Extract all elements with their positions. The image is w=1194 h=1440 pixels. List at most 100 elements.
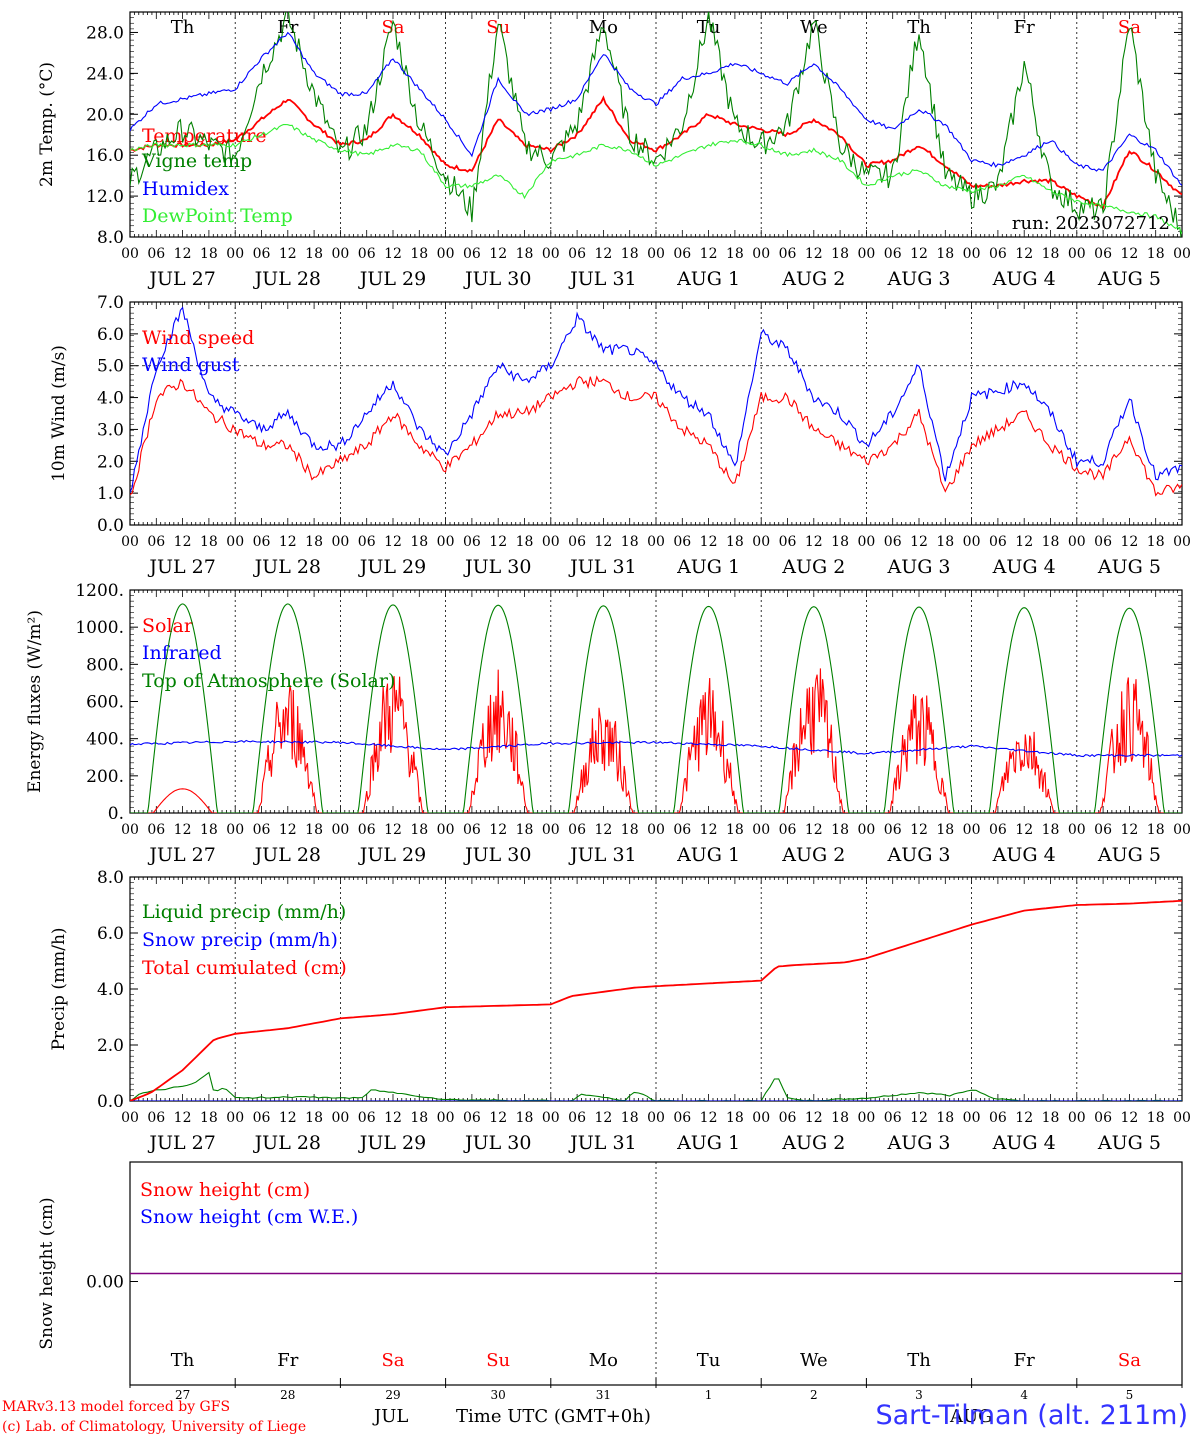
hour-tick-label: 12 [279, 246, 297, 262]
y-tick-label: 400. [86, 730, 124, 750]
hour-tick-label: 12 [594, 534, 612, 550]
series-line-temperature [130, 95, 1182, 210]
day-number-label: 3 [915, 1388, 923, 1400]
hour-tick-label: 00 [1068, 246, 1086, 262]
hour-tick-label: 18 [831, 246, 849, 262]
hour-tick-label: 06 [1094, 822, 1112, 838]
hour-tick-label: 00 [647, 822, 665, 838]
hour-tick-label: 18 [726, 822, 744, 838]
hour-tick-label: 00 [857, 822, 875, 838]
date-label: AUG 5 [1097, 844, 1161, 866]
hour-tick-label: 06 [673, 1110, 691, 1126]
hour-tick-label: 06 [253, 246, 271, 262]
hour-tick-label: 06 [147, 822, 165, 838]
hour-tick-label: 00 [963, 1110, 981, 1126]
hour-tick-label: 12 [700, 1110, 718, 1126]
hour-tick-label: 06 [463, 534, 481, 550]
day-number-label: 30 [491, 1388, 506, 1400]
day-number-label: 27 [175, 1388, 190, 1400]
date-label: AUG 4 [992, 844, 1056, 866]
y-tick-label: 1.0 [97, 484, 124, 504]
series-line-infrared [130, 739, 1182, 758]
legend-infrared: Infrared [142, 642, 222, 664]
hour-tick-label: 18 [516, 534, 534, 550]
hour-tick-label: 18 [410, 1110, 428, 1126]
date-label: AUG 1 [676, 844, 740, 866]
date-label: JUL 27 [147, 1132, 215, 1154]
date-label: JUL 30 [463, 844, 531, 866]
hour-tick-label: 06 [779, 822, 797, 838]
series-line-humidex [130, 31, 1182, 186]
weekday-label: Sa [1118, 1350, 1141, 1371]
date-label: JUL 30 [463, 268, 531, 290]
legend-wind-speed: Wind speed [142, 327, 254, 349]
hour-tick-label: 18 [726, 534, 744, 550]
hour-tick-label: 00 [437, 246, 455, 262]
hour-tick-label: 18 [410, 822, 428, 838]
hour-tick-label: 18 [1042, 534, 1060, 550]
y-tick-label: 7.0 [97, 293, 124, 313]
model-label: MARv3.13 model forced by GFS [2, 1399, 231, 1415]
date-label: AUG 5 [1097, 1132, 1161, 1154]
y-tick-label: 2.0 [97, 452, 124, 472]
hour-tick-label: 00 [1173, 534, 1191, 550]
hour-tick-label: 06 [463, 822, 481, 838]
weekday-label: Fr [1014, 1350, 1035, 1371]
legend-vigne-temp: Vigne temp [141, 150, 252, 172]
hour-tick-label: 18 [936, 1110, 954, 1126]
legend-humidex: Humidex [142, 178, 229, 200]
weekday-label: Sa [381, 17, 404, 38]
hour-tick-label: 00 [647, 1110, 665, 1126]
hour-tick-label: 06 [779, 534, 797, 550]
y-axis-label: Precip (mm/h) [49, 927, 69, 1050]
hour-tick-label: 06 [147, 1110, 165, 1126]
hour-tick-label: 18 [1042, 822, 1060, 838]
hour-tick-label: 18 [831, 822, 849, 838]
date-label: AUG 5 [1097, 556, 1161, 578]
weekday-label: Sa [381, 1350, 404, 1371]
hour-tick-label: 18 [621, 246, 639, 262]
hour-tick-label: 18 [1147, 1110, 1165, 1126]
hour-tick-label: 06 [253, 822, 271, 838]
date-label: AUG 1 [676, 1132, 740, 1154]
date-label: JUL 31 [568, 556, 636, 578]
hour-tick-label: 06 [147, 534, 165, 550]
hour-tick-label: 06 [884, 534, 902, 550]
date-label: AUG 3 [886, 556, 950, 578]
legend-snow-precip-mm-h: Snow precip (mm/h) [142, 929, 338, 951]
weekday-label: Tu [697, 17, 721, 38]
y-tick-label: 800. [86, 655, 124, 675]
month-label-aug: AUG [950, 1406, 993, 1427]
hour-tick-label: 00 [1068, 1110, 1086, 1126]
hour-tick-label: 00 [1173, 1110, 1191, 1126]
hour-tick-label: 00 [121, 534, 139, 550]
hour-tick-label: 12 [489, 534, 507, 550]
hour-tick-label: 00 [331, 1110, 349, 1126]
y-tick-label: 1000. [75, 618, 124, 638]
y-tick-label: 0.0 [97, 516, 124, 536]
hour-tick-label: 18 [936, 822, 954, 838]
hour-tick-label: 06 [673, 246, 691, 262]
date-label: JUL 27 [147, 556, 215, 578]
weekday-label: Fr [277, 1350, 298, 1371]
hour-tick-label: 18 [621, 534, 639, 550]
hour-tick-label: 18 [200, 822, 218, 838]
date-label: JUL 29 [358, 844, 426, 866]
meteogram: 8.012.016.020.024.028.02m Temp. (°C)00 06… [25, 11, 1191, 1400]
hour-tick-label: 12 [1120, 822, 1138, 838]
hour-tick-label: 06 [884, 1110, 902, 1126]
day-number-label: 29 [385, 1388, 400, 1400]
hour-tick-label: 12 [910, 822, 928, 838]
weekday-label: Tu [697, 1350, 721, 1371]
hour-tick-label: 12 [594, 1110, 612, 1126]
weekday-label: We [800, 17, 828, 38]
hour-tick-label: 06 [463, 246, 481, 262]
date-label: JUL 31 [568, 1132, 636, 1154]
hour-tick-label: 12 [384, 246, 402, 262]
y-tick-label: 3.0 [97, 420, 124, 440]
hour-tick-label: 00 [752, 534, 770, 550]
date-label: JUL 31 [568, 268, 636, 290]
hour-tick-label: 12 [384, 534, 402, 550]
hour-tick-label: 18 [621, 822, 639, 838]
hour-tick-label: 06 [568, 1110, 586, 1126]
